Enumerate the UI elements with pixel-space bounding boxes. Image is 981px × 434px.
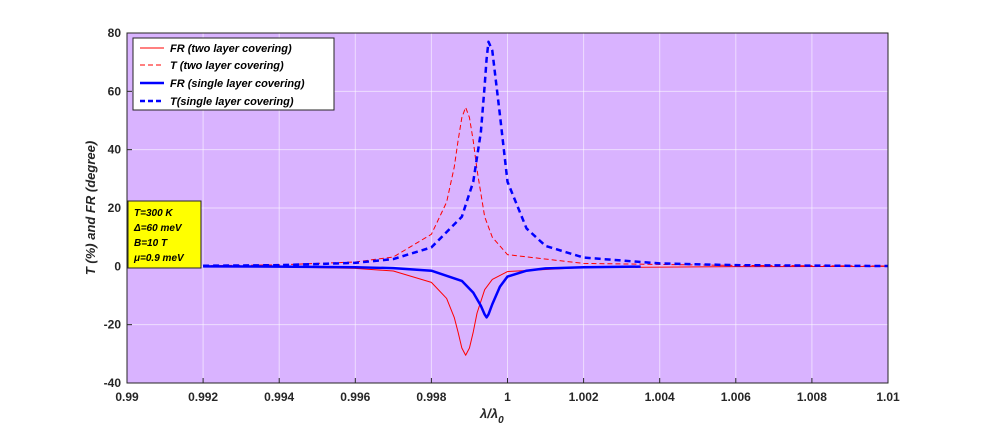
x-tick-label: 0.992: [188, 390, 218, 404]
x-tick-label: 0.994: [264, 390, 294, 404]
annotation-line-field: B=10 T: [134, 238, 168, 249]
x-axis-label-subscript: 0: [498, 415, 504, 426]
y-tick-label: 20: [108, 201, 122, 215]
legend-item-t-single-layer: T(single layer covering): [140, 96, 294, 108]
x-tick-label: 1.002: [569, 390, 599, 404]
legend-label-t-single-layer: T(single layer covering): [170, 96, 294, 108]
x-tick-label: 0.99: [115, 390, 139, 404]
x-axis-label: λ/λ0: [479, 406, 504, 426]
legend: FR (two layer covering) T (two layer cov…: [132, 37, 335, 111]
x-tick-label: 0.998: [416, 390, 446, 404]
series-fr-single-layer: [203, 265, 641, 319]
series-t-single-layer: [203, 40, 889, 268]
x-tick-label: 1: [504, 390, 511, 404]
y-tick-label: 40: [108, 143, 122, 157]
y-tick-label: 0: [114, 259, 121, 273]
y-axis-label: T (%) and FR (degree): [83, 141, 98, 275]
legend-item-t-two-layer: T (two layer covering): [140, 60, 284, 72]
x-tick-label: 1.01: [876, 390, 900, 404]
x-tick-label: 0.996: [340, 390, 370, 404]
series-fr-two-layer: [203, 265, 889, 356]
annotation-box: [127, 200, 202, 269]
legend-label-fr-single-layer: FR (single layer covering): [170, 78, 305, 90]
parameter-annotation: T=300 K Δ=60 meV B=10 T μ=0.9 meV: [127, 200, 202, 269]
x-axis-label-main: λ/λ: [479, 406, 498, 421]
x-tick-label: 1.006: [721, 390, 751, 404]
x-axis: 0.99 0.992 0.994 0.996 0.998 1 1.002 1.004 1.006…: [115, 378, 900, 404]
annotation-line-mu: μ=0.9 meV: [133, 253, 185, 264]
legend-label-fr-two-layer: FR (two layer covering): [170, 43, 292, 55]
x-tick-label: 1.004: [645, 390, 675, 404]
series-t-two-layer: [203, 106, 889, 267]
y-tick-label: 60: [108, 84, 122, 98]
legend-item-fr-single-layer: FR (single layer covering): [140, 78, 305, 90]
y-tick-label: -20: [104, 318, 122, 332]
annotation-line-delta: Δ=60 meV: [133, 223, 183, 234]
y-tick-label: -40: [104, 376, 122, 390]
y-tick-label: 80: [108, 26, 122, 40]
legend-box: [132, 37, 335, 111]
legend-label-t-two-layer: T (two layer covering): [170, 60, 284, 72]
legend-item-fr-two-layer: FR (two layer covering): [140, 43, 292, 55]
series-layer: [203, 40, 889, 356]
x-tick-label: 1.008: [797, 390, 827, 404]
annotation-line-temperature: T=300 K: [134, 208, 173, 219]
